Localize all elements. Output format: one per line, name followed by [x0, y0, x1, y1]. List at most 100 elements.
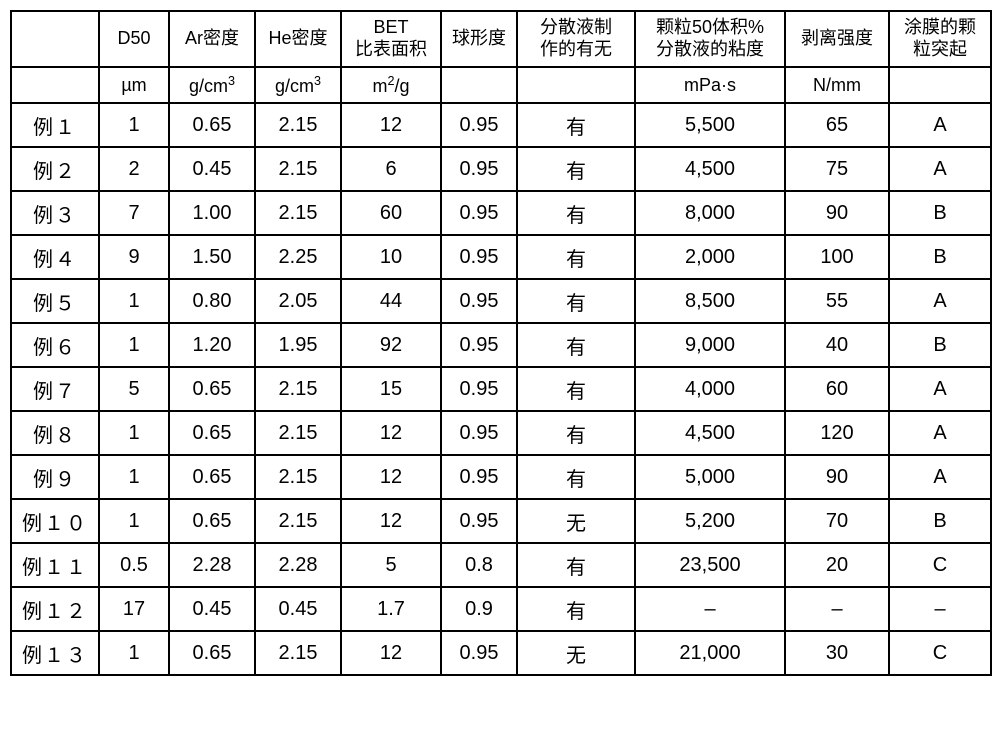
cell-peel: 20 [785, 543, 889, 587]
cell-viscosity: – [635, 587, 785, 631]
cell-d50: 1 [99, 455, 169, 499]
cell-ar_density: 0.80 [169, 279, 255, 323]
table-row: 例１２170.450.451.70.9有––– [11, 587, 991, 631]
cell-sphericity: 0.9 [441, 587, 517, 631]
cell-protrusion: B [889, 499, 991, 543]
cell-sphericity: 0.95 [441, 367, 517, 411]
cell-he_density: 2.15 [255, 631, 341, 675]
unit-sphericity [441, 67, 517, 103]
cell-viscosity: 4,000 [635, 367, 785, 411]
unit-d50: µm [99, 67, 169, 103]
header-viscosity: 颗粒50体积% 分散液的粘度 [635, 11, 785, 67]
cell-viscosity: 21,000 [635, 631, 785, 675]
header-dispersion-line2: 作的有无 [540, 39, 612, 59]
cell-viscosity: 4,500 [635, 411, 785, 455]
cell-viscosity: 8,000 [635, 191, 785, 235]
table-row: 例４91.502.25100.95有2,000100B [11, 235, 991, 279]
cell-peel: 90 [785, 191, 889, 235]
cell-ar_density: 0.65 [169, 411, 255, 455]
cell-sphericity: 0.95 [441, 279, 517, 323]
cell-peel: 75 [785, 147, 889, 191]
cell-label: 例９ [11, 455, 99, 499]
table-row: 例５10.802.05440.95有8,50055A [11, 279, 991, 323]
cell-protrusion: A [889, 103, 991, 147]
header-d50: D50 [99, 11, 169, 67]
cell-ar_density: 0.65 [169, 499, 255, 543]
cell-protrusion: A [889, 147, 991, 191]
cell-label: 例１ [11, 103, 99, 147]
cell-viscosity: 5,500 [635, 103, 785, 147]
cell-label: 例３ [11, 191, 99, 235]
header-protrusion: 涂膜的颗 粒突起 [889, 11, 991, 67]
header-dispersion-line1: 分散液制 [540, 17, 612, 37]
cell-d50: 1 [99, 411, 169, 455]
cell-ar_density: 0.65 [169, 367, 255, 411]
cell-bet: 60 [341, 191, 441, 235]
cell-ar_density: 0.65 [169, 455, 255, 499]
cell-bet: 6 [341, 147, 441, 191]
cell-bet: 12 [341, 103, 441, 147]
cell-dispersion: 无 [517, 499, 635, 543]
cell-he_density: 1.95 [255, 323, 341, 367]
cell-viscosity: 2,000 [635, 235, 785, 279]
table-row: 例９10.652.15120.95有5,00090A [11, 455, 991, 499]
cell-label: 例５ [11, 279, 99, 323]
cell-peel: 55 [785, 279, 889, 323]
cell-ar_density: 0.65 [169, 631, 255, 675]
cell-bet: 12 [341, 499, 441, 543]
cell-ar_density: 1.20 [169, 323, 255, 367]
cell-protrusion: B [889, 191, 991, 235]
cell-dispersion: 有 [517, 279, 635, 323]
cell-dispersion: 有 [517, 147, 635, 191]
cell-bet: 15 [341, 367, 441, 411]
cell-bet: 12 [341, 631, 441, 675]
cell-label: 例７ [11, 367, 99, 411]
cell-bet: 12 [341, 411, 441, 455]
cell-protrusion: C [889, 543, 991, 587]
cell-sphericity: 0.95 [441, 191, 517, 235]
table-row: 例６11.201.95920.95有9,00040B [11, 323, 991, 367]
cell-viscosity: 4,500 [635, 147, 785, 191]
header-peel: 剥离强度 [785, 11, 889, 67]
cell-dispersion: 有 [517, 455, 635, 499]
cell-d50: 17 [99, 587, 169, 631]
cell-bet: 44 [341, 279, 441, 323]
cell-label: 例８ [11, 411, 99, 455]
cell-peel: 90 [785, 455, 889, 499]
cell-ar_density: 0.65 [169, 103, 255, 147]
cell-d50: 7 [99, 191, 169, 235]
unit-viscosity: mPa·s [635, 67, 785, 103]
cell-protrusion: A [889, 279, 991, 323]
cell-sphericity: 0.95 [441, 411, 517, 455]
cell-ar_density: 2.28 [169, 543, 255, 587]
cell-protrusion: A [889, 455, 991, 499]
unit-ar-density: g/cm3 [169, 67, 255, 103]
cell-peel: 120 [785, 411, 889, 455]
header-blank [11, 11, 99, 67]
header-viscosity-line2: 分散液的粘度 [656, 39, 764, 59]
cell-protrusion: B [889, 235, 991, 279]
cell-dispersion: 有 [517, 191, 635, 235]
cell-peel: 70 [785, 499, 889, 543]
unit-blank [11, 67, 99, 103]
cell-he_density: 0.45 [255, 587, 341, 631]
cell-dispersion: 有 [517, 235, 635, 279]
cell-sphericity: 0.95 [441, 631, 517, 675]
data-table: D50 Ar密度 He密度 BET 比表面积 球形度 分散液制 作的有无 颗粒5… [10, 10, 992, 676]
header-protrusion-line2: 粒突起 [913, 39, 967, 59]
table-body: 例１10.652.15120.95有5,50065A例２20.452.1560.… [11, 103, 991, 675]
cell-label: 例１０ [11, 499, 99, 543]
cell-protrusion: A [889, 411, 991, 455]
cell-d50: 1 [99, 279, 169, 323]
header-bet: BET 比表面积 [341, 11, 441, 67]
cell-he_density: 2.28 [255, 543, 341, 587]
cell-sphericity: 0.95 [441, 103, 517, 147]
cell-sphericity: 0.95 [441, 323, 517, 367]
table-row: 例１１0.52.282.2850.8有23,50020C [11, 543, 991, 587]
cell-protrusion: A [889, 367, 991, 411]
cell-d50: 1 [99, 631, 169, 675]
cell-ar_density: 0.45 [169, 147, 255, 191]
unit-he-density: g/cm3 [255, 67, 341, 103]
cell-ar_density: 0.45 [169, 587, 255, 631]
cell-protrusion: C [889, 631, 991, 675]
